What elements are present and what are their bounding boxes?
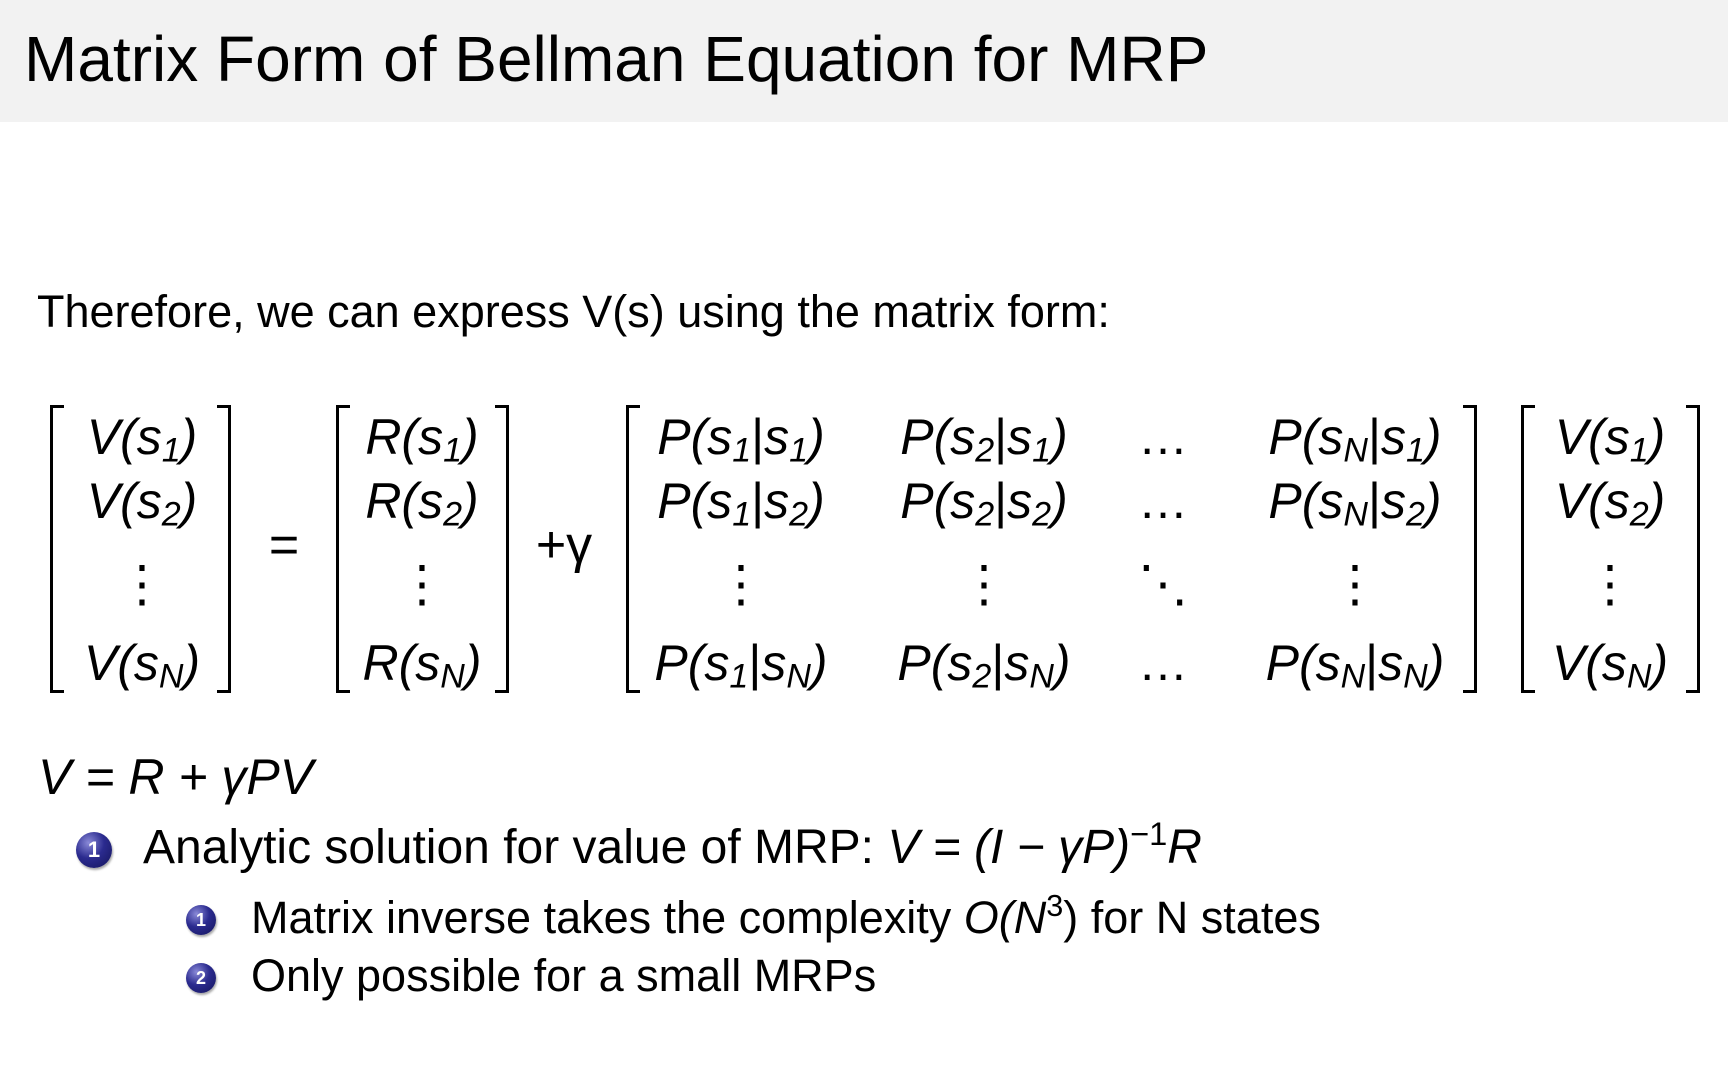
compact-equation: V = R + γPV <box>38 749 314 805</box>
left-bracket <box>1521 405 1535 693</box>
right-bracket <box>495 405 509 693</box>
bullet-text: Analytic solution for value of MRP: <box>143 821 888 874</box>
matrix-entry: P(s1|sN) <box>654 635 828 696</box>
slide-title: Matrix Form of Bellman Equation for MRP <box>24 23 1209 95</box>
math-expression: ) <box>1063 892 1079 943</box>
bullet-number-icon: 2 <box>186 963 216 993</box>
math-expression: O(N <box>963 892 1047 943</box>
ellipsis: ⋮ <box>397 556 447 612</box>
right-bracket <box>217 405 231 693</box>
matrix-entry: P(s2|s1) <box>900 409 1068 470</box>
ellipsis: ⋮ <box>959 556 1009 612</box>
matrix-entry: P(sN|sN) <box>1265 635 1445 696</box>
math-expression: R <box>1167 821 1202 874</box>
matrix-entry: P(sN|s2) <box>1268 473 1442 534</box>
bullet-analytic-solution: Analytic solution for value of MRP: V = … <box>143 817 1202 875</box>
right-bracket <box>1686 405 1700 693</box>
subbullet-small-mrps: Only possible for a small MRPs <box>251 950 877 1001</box>
matrix-entry: V(s2) <box>86 473 198 534</box>
matrix-entry: P(s2|sN) <box>897 635 1071 696</box>
subbullet-complexity: Matrix inverse takes the complexity O(N3… <box>251 889 1321 944</box>
superscript: 3 <box>1046 889 1064 924</box>
bullet-number-icon: 1 <box>76 832 112 868</box>
ellipsis: … <box>1138 409 1188 465</box>
matrix-entry: P(s2|s2) <box>900 473 1068 534</box>
matrix-entry: V(sN) <box>1551 635 1669 696</box>
matrix-entry: P(s1|s2) <box>657 473 825 534</box>
ellipsis: ⋱ <box>1138 556 1188 612</box>
matrix-entry: P(sN|s1) <box>1268 409 1442 470</box>
bullet-text: Matrix inverse takes the complexity <box>251 892 964 943</box>
bullet-number-icon: 1 <box>186 905 216 935</box>
ellipsis: ⋮ <box>117 556 167 612</box>
intro-text: Therefore, we can express V(s) using the… <box>37 286 1110 337</box>
ellipsis: ⋮ <box>1585 556 1635 612</box>
matrix-entry: V(s1) <box>1554 409 1666 470</box>
matrix-entry: V(s2) <box>1554 473 1666 534</box>
matrix-entry: V(sN) <box>83 635 201 696</box>
superscript: −1 <box>1130 815 1168 853</box>
ellipsis: … <box>1138 473 1188 529</box>
matrix-entry: R(s1) <box>365 409 479 470</box>
right-bracket <box>1463 405 1477 693</box>
plus-gamma: +γ <box>535 516 593 574</box>
matrix-entry: P(s1|s1) <box>657 409 825 470</box>
matrix-entry: R(sN) <box>362 635 482 696</box>
bullet-text: for N states <box>1078 892 1321 943</box>
title-bar: Matrix Form of Bellman Equation for MRP <box>0 0 1728 122</box>
math-expression: V = (I − γP) <box>887 821 1131 874</box>
left-bracket <box>50 405 64 693</box>
equals-sign: = <box>268 516 300 574</box>
left-bracket <box>626 405 640 693</box>
matrix-entry: R(s2) <box>365 473 479 534</box>
ellipsis: ⋮ <box>716 556 766 612</box>
ellipsis: … <box>1138 635 1188 691</box>
left-bracket <box>336 405 350 693</box>
matrix-entry: V(s1) <box>86 409 198 470</box>
ellipsis: ⋮ <box>1330 556 1380 612</box>
